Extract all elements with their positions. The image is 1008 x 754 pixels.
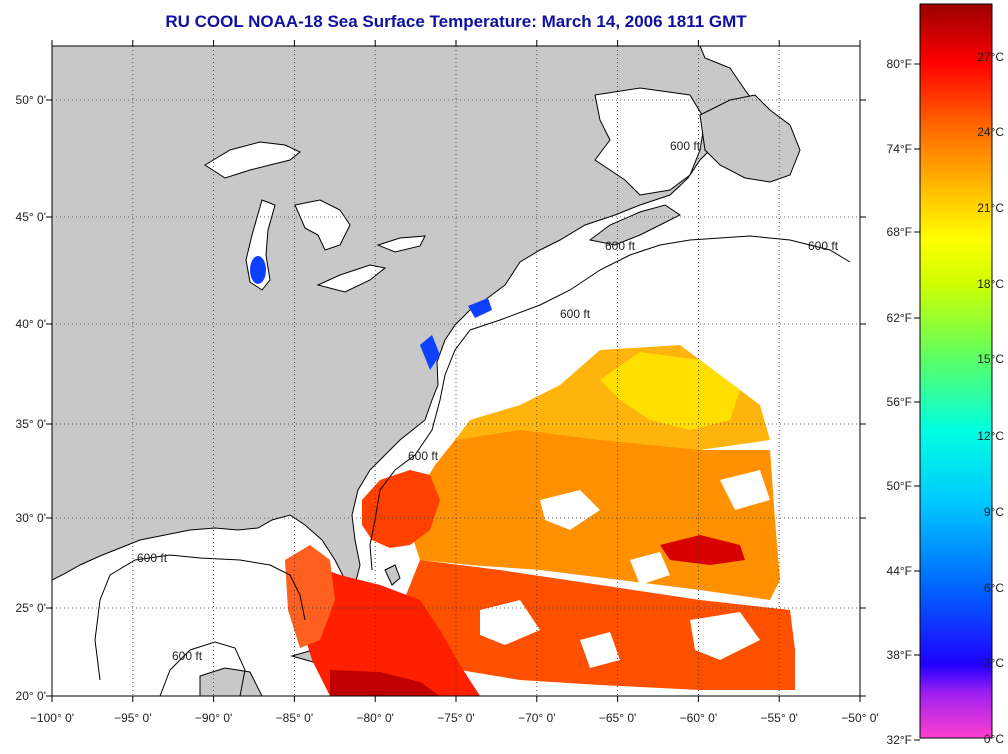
lon-tick-label: −90° 0' <box>195 711 232 725</box>
lat-tick-label: 20° 0' <box>16 689 46 703</box>
land-north-america <box>52 46 769 586</box>
lon-tick-label: −50° 0' <box>841 711 878 725</box>
bahamas <box>384 564 401 586</box>
colorbar-fahrenheit-label: 56°F <box>887 395 912 409</box>
newfoundland <box>699 94 801 183</box>
nova-scotia <box>588 204 681 246</box>
colorbar-celsius-label: 9°C <box>984 505 1004 519</box>
lat-tick-label: 40° 0' <box>16 317 46 331</box>
isobath-label: 600 ft <box>172 649 203 663</box>
isobath-label: 600 ft <box>137 551 168 565</box>
colorbar-celsius-label: 18°C <box>977 277 1004 291</box>
colorbar-fahrenheit-label: 50°F <box>887 479 912 493</box>
sst-data-swath <box>292 345 795 696</box>
coastal-cold-water-2 <box>468 298 492 318</box>
lat-tick-label: 50° 0' <box>16 93 46 107</box>
colorbar-fahrenheit-label: 74°F <box>887 142 912 156</box>
lat-tick-label: 35° 0' <box>16 417 46 431</box>
colorbar-fahrenheit-label: 32°F <box>887 733 912 747</box>
colorbar-fahrenheit-label: 44°F <box>887 564 912 578</box>
lon-tick-label: −95° 0' <box>114 711 151 725</box>
colorbar-celsius-label: 0°C <box>984 732 1004 746</box>
lon-tick-label: −65° 0' <box>599 711 636 725</box>
lake-erie <box>316 264 387 293</box>
colorbar-celsius-label: 3°C <box>984 656 1004 670</box>
lon-tick-label: −75° 0' <box>437 711 474 725</box>
lat-tick-label: 25° 0' <box>16 601 46 615</box>
map-title: RU COOL NOAA-18 Sea Surface Temperature:… <box>165 12 747 31</box>
colorbar-celsius-label: 12°C <box>977 429 1004 443</box>
isobath-600ft-south <box>369 329 471 571</box>
lon-tick-label: −60° 0' <box>680 711 717 725</box>
lake-huron <box>294 199 351 251</box>
colorbar-celsius-label: 21°C <box>977 201 1004 215</box>
lat-tick-label: 45° 0' <box>16 210 46 224</box>
gridlines <box>52 46 860 696</box>
lake-superior <box>204 141 301 179</box>
isobath-600ft <box>469 235 851 331</box>
lake-ontario <box>376 235 426 253</box>
gulf-st-lawrence <box>594 87 706 196</box>
lat-tick-label: 30° 0' <box>16 511 46 525</box>
axis-ticks: −100° 0' −95° 0' −90° 0' −85° 0' −80° 0' −75°… <box>16 40 879 725</box>
isobath-600ft-gulf <box>94 554 306 681</box>
coastal-cold-water <box>420 335 440 370</box>
colorbar-labels: 80°F 74°F 68°F 62°F 56°F 50°F 44°F 38°F 32°F 27°C… <box>887 50 1005 747</box>
lon-tick-label: −70° 0' <box>518 711 555 725</box>
colorbar-fahrenheit-label: 38°F <box>887 648 912 662</box>
lake-michigan-warm-patch <box>250 256 266 284</box>
colorbar-celsius-label: 6°C <box>984 581 1004 595</box>
colorbar-celsius-label: 24°C <box>977 125 1004 139</box>
isobath-label: 600 ft <box>560 307 591 321</box>
colorbar <box>919 3 993 739</box>
lon-tick-label: −80° 0' <box>356 711 393 725</box>
isobath-label: 600 ft <box>408 449 439 463</box>
colorbar-celsius-label: 27°C <box>977 50 1004 64</box>
isobath-label: 600 ft <box>808 239 839 253</box>
yucatan <box>199 667 263 696</box>
colorbar-fahrenheit-label: 68°F <box>887 225 912 239</box>
lon-tick-label: −100° 0' <box>30 711 74 725</box>
isobath-label: 600 ft <box>605 239 636 253</box>
colorbar-fahrenheit-label: 62°F <box>887 311 912 325</box>
isobath-label: 600 ft <box>670 139 701 153</box>
isobath-600ft-gulf-inner <box>159 641 246 696</box>
lon-tick-label: −55° 0' <box>760 711 797 725</box>
colorbar-celsius-label: 15°C <box>977 352 1004 366</box>
colorbar-fahrenheit-label: 80°F <box>887 57 912 71</box>
gulf-warm-strip <box>285 545 335 648</box>
lon-tick-label: −85° 0' <box>276 711 313 725</box>
